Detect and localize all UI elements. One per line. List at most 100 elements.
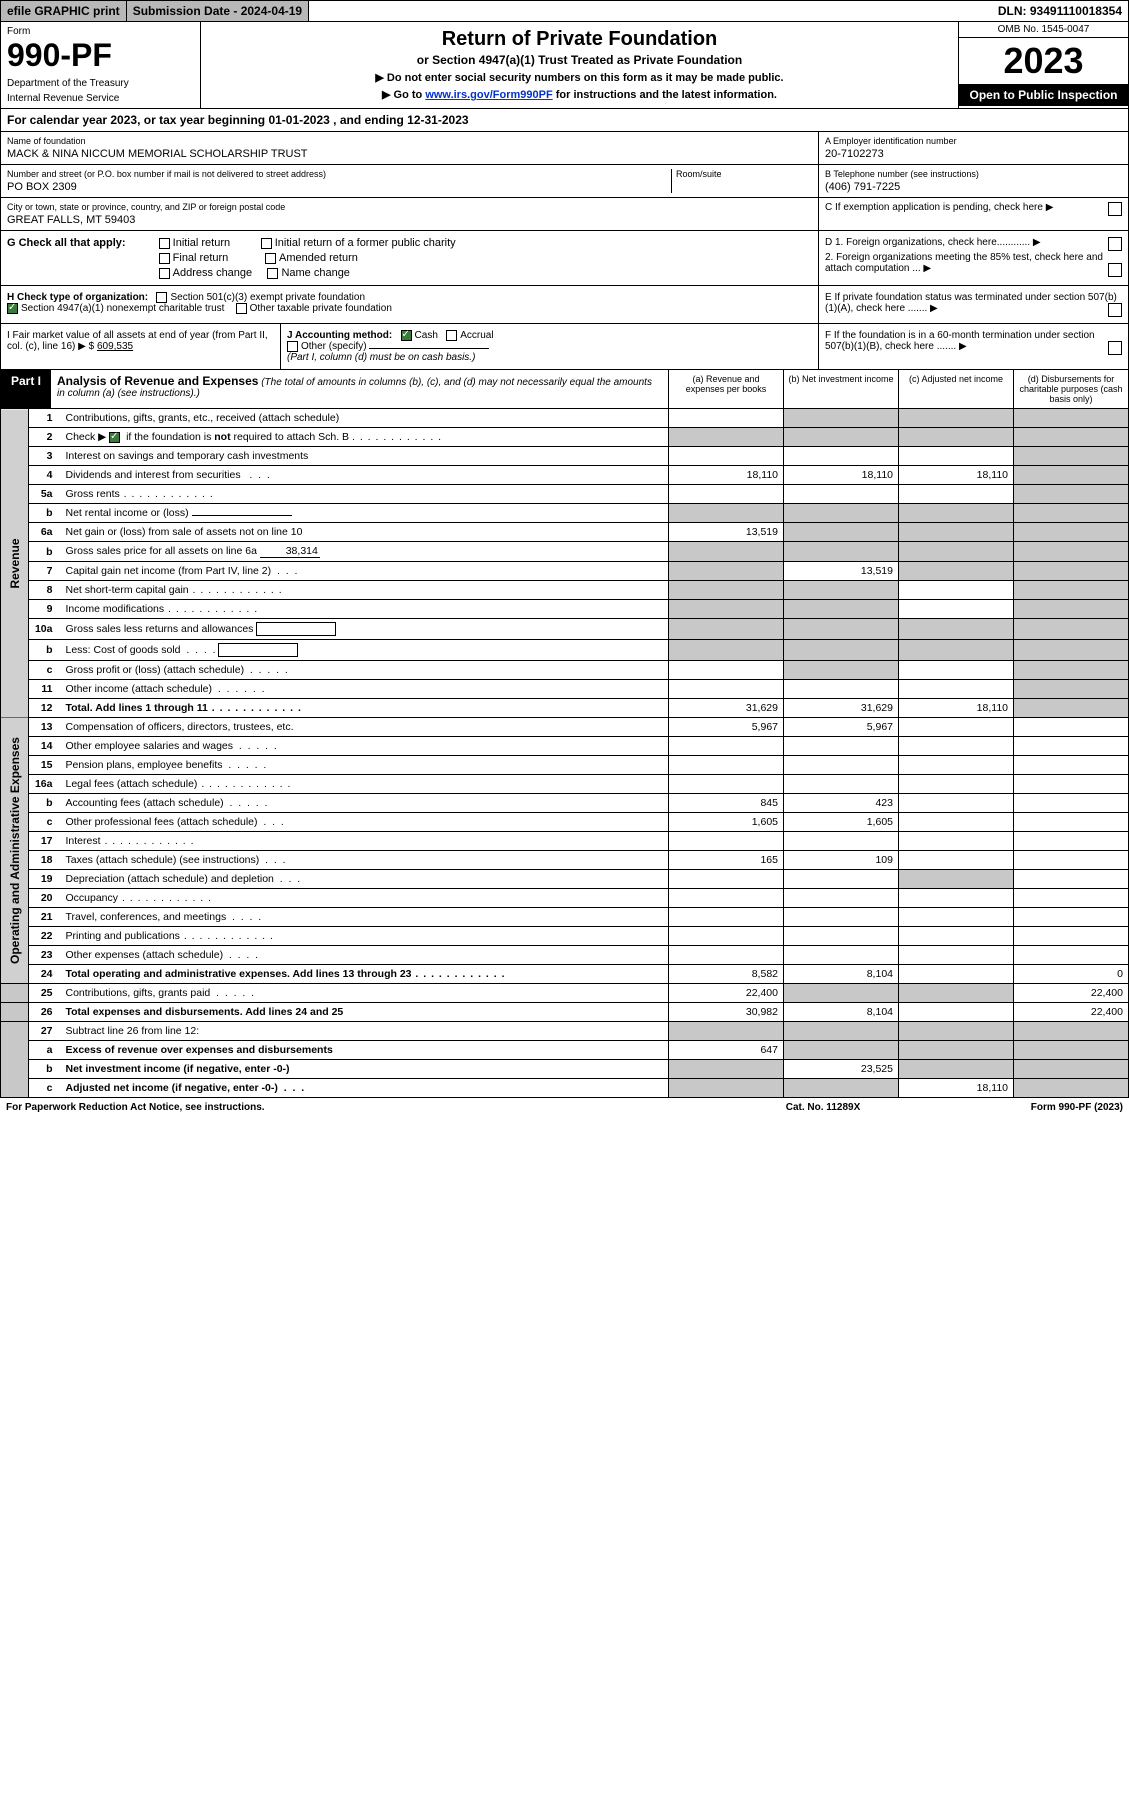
h-other-checkbox[interactable] xyxy=(236,303,247,314)
h-row: H Check type of organization: Section 50… xyxy=(0,286,1129,324)
instr-ssn: ▶ Do not enter social security numbers o… xyxy=(207,71,952,84)
line-num: c xyxy=(29,1079,61,1098)
addr-label: Number and street (or P.O. box number if… xyxy=(7,169,667,179)
ein-label: A Employer identification number xyxy=(825,136,1122,146)
i-cell: I Fair market value of all assets at end… xyxy=(1,324,281,369)
amt-b: 13,519 xyxy=(784,562,899,581)
g-final-checkbox[interactable] xyxy=(159,253,170,264)
line-desc: Capital gain net income (from Part IV, l… xyxy=(61,562,669,581)
l10a-box[interactable] xyxy=(256,622,336,636)
amt-b: 423 xyxy=(784,794,899,813)
arrow-icon: ▶ xyxy=(1046,202,1054,213)
line-desc: Gross sales less returns and allowances xyxy=(61,619,669,640)
part1-title: Analysis of Revenue and Expenses xyxy=(57,374,258,388)
amt-c: 18,110 xyxy=(899,1079,1014,1098)
efile-print-button[interactable]: efile GRAPHIC print xyxy=(1,1,127,21)
page-footer: For Paperwork Reduction Act Notice, see … xyxy=(0,1098,1129,1117)
l5b-input[interactable] xyxy=(192,515,292,516)
amt-b: 31,629 xyxy=(784,699,899,718)
line-desc: Printing and publications xyxy=(61,927,669,946)
g-name-checkbox[interactable] xyxy=(267,268,278,279)
table-row: c Adjusted net income (if negative, ente… xyxy=(1,1079,1129,1098)
footer-center: Cat. No. 11289X xyxy=(723,1102,923,1113)
c-checkbox[interactable] xyxy=(1108,202,1122,216)
l10b-box[interactable] xyxy=(218,643,298,657)
arrow-icon: ▶ xyxy=(1033,237,1041,248)
table-row: 26 Total expenses and disbursements. Add… xyxy=(1,1003,1129,1022)
line-num: 26 xyxy=(29,1003,61,1022)
table-row: 9 Income modifications xyxy=(1,600,1129,619)
line-desc: Travel, conferences, and meetings . . . … xyxy=(61,908,669,927)
c-cell: C If exemption application is pending, c… xyxy=(819,198,1128,217)
table-row: b Net investment income (if negative, en… xyxy=(1,1060,1129,1079)
form-header: Form 990-PF Department of the Treasury I… xyxy=(0,22,1129,109)
part1-header: Part I Analysis of Revenue and Expenses … xyxy=(0,370,1129,409)
j-accrual-checkbox[interactable] xyxy=(446,330,457,341)
phone: (406) 791-7225 xyxy=(825,181,1122,193)
footer-left: For Paperwork Reduction Act Notice, see … xyxy=(6,1102,723,1113)
table-row: Operating and Administrative Expenses 13… xyxy=(1,718,1129,737)
amt-d xyxy=(1014,409,1129,428)
f-checkbox[interactable] xyxy=(1108,341,1122,355)
amt-a: 31,629 xyxy=(669,699,784,718)
line-desc: Interest on savings and temporary cash i… xyxy=(61,447,669,466)
amt-c: 18,110 xyxy=(899,699,1014,718)
table-row: 11 Other income (attach schedule) . . . … xyxy=(1,680,1129,699)
amt-a: 647 xyxy=(669,1041,784,1060)
g-addr-checkbox[interactable] xyxy=(159,268,170,279)
d1-row: D 1. Foreign organizations, check here..… xyxy=(825,237,1122,248)
g-name: Name change xyxy=(281,267,350,279)
table-row: 8 Net short-term capital gain xyxy=(1,581,1129,600)
line-num: 25 xyxy=(29,984,61,1003)
line-desc: Less: Cost of goods sold . . . . xyxy=(61,640,669,661)
line-desc: Dividends and interest from securities .… xyxy=(61,466,669,485)
table-row: 16a Legal fees (attach schedule) xyxy=(1,775,1129,794)
line-num: 5a xyxy=(29,485,61,504)
line-desc: Excess of revenue over expenses and disb… xyxy=(61,1041,669,1060)
table-row: 3 Interest on savings and temporary cash… xyxy=(1,447,1129,466)
e-checkbox[interactable] xyxy=(1108,303,1122,317)
line-num: 10a xyxy=(29,619,61,640)
j-other-checkbox[interactable] xyxy=(287,341,298,352)
arrow-icon: ▶ xyxy=(930,303,938,314)
j-other: Other (specify) xyxy=(301,341,367,352)
j-cash-checkbox[interactable] xyxy=(401,330,412,341)
table-row: 15 Pension plans, employee benefits . . … xyxy=(1,756,1129,775)
g-initial-checkbox[interactable] xyxy=(159,238,170,249)
g-amended: Amended return xyxy=(279,252,358,264)
d2-checkbox[interactable] xyxy=(1108,263,1122,277)
table-row: 17 Interest xyxy=(1,832,1129,851)
col-c-header: (c) Adjusted net income xyxy=(898,370,1013,408)
phone-cell: B Telephone number (see instructions) (4… xyxy=(819,165,1128,198)
g-final: Final return xyxy=(173,252,229,264)
ein: 20-7102273 xyxy=(825,148,1122,160)
amt-a: 1,605 xyxy=(669,813,784,832)
g-former-checkbox[interactable] xyxy=(261,238,272,249)
table-row: 27 Subtract line 26 from line 12: xyxy=(1,1022,1129,1041)
j-label: J Accounting method: xyxy=(287,330,392,341)
d2-row: 2. Foreign organizations meeting the 85%… xyxy=(825,252,1122,274)
l2-checkbox[interactable] xyxy=(109,432,120,443)
line-desc: Interest xyxy=(61,832,669,851)
instr-pre: ▶ Go to xyxy=(382,89,425,101)
j-other-input[interactable] xyxy=(369,348,489,349)
amt-a: 22,400 xyxy=(669,984,784,1003)
line-num: 27 xyxy=(29,1022,61,1041)
amt-b: 23,525 xyxy=(784,1060,899,1079)
table-row: b Gross sales price for all assets on li… xyxy=(1,542,1129,562)
j-cash: Cash xyxy=(415,330,438,341)
form-number: 990-PF xyxy=(7,37,194,74)
tax-year: 2023 xyxy=(959,38,1128,84)
table-row: 14 Other employee salaries and wages . .… xyxy=(1,737,1129,756)
g-amended-checkbox[interactable] xyxy=(265,253,276,264)
line-desc: Net short-term capital gain xyxy=(61,581,669,600)
irs-link[interactable]: www.irs.gov/Form990PF xyxy=(425,89,552,101)
h-4947-checkbox[interactable] xyxy=(7,303,18,314)
line-num: 9 xyxy=(29,600,61,619)
foundation-name-cell: Name of foundation MACK & NINA NICCUM ME… xyxy=(1,132,818,165)
line-desc: Total. Add lines 1 through 11 xyxy=(61,699,669,718)
d1-checkbox[interactable] xyxy=(1108,237,1122,251)
table-row: 5a Gross rents xyxy=(1,485,1129,504)
form-title: Return of Private Foundation xyxy=(207,28,952,51)
h-501c3-checkbox[interactable] xyxy=(156,292,167,303)
